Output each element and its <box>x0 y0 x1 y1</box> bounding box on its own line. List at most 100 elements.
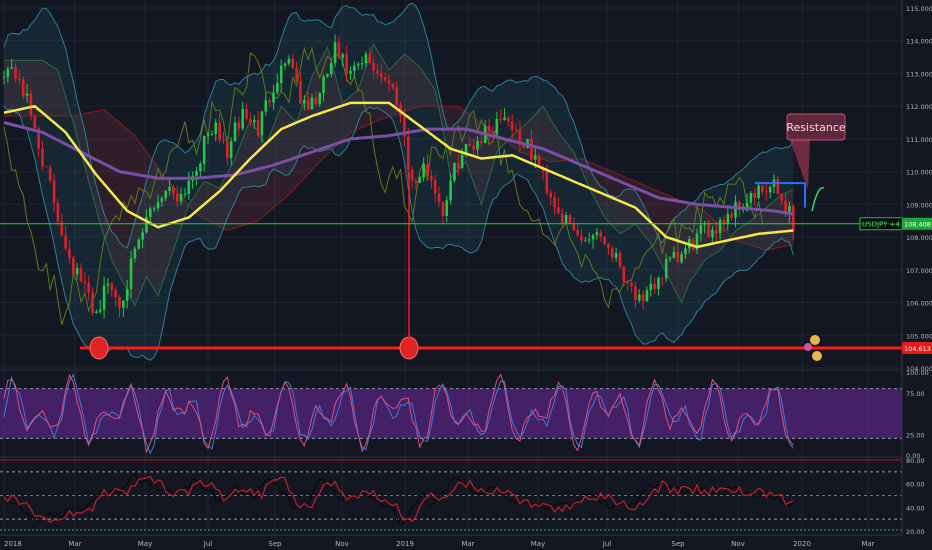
candle-body <box>87 282 90 293</box>
candle-body <box>368 53 372 64</box>
candle-body <box>568 215 572 224</box>
time-tick-label: Sep <box>671 540 685 548</box>
candle-body <box>229 141 233 159</box>
last-price-label: 108.408 <box>904 221 931 229</box>
candle-body <box>549 192 552 198</box>
time-tick-label: Sep <box>268 540 282 548</box>
candle-body <box>222 140 225 142</box>
time-tick-label: May <box>138 540 152 548</box>
candle-body <box>680 254 683 263</box>
ichimoku-cloud <box>4 42 794 308</box>
candle-body <box>33 115 37 129</box>
candle-body <box>295 67 298 82</box>
candle-body <box>611 248 614 258</box>
candle-body <box>133 248 137 259</box>
candle-body <box>52 180 56 204</box>
candle-body <box>514 129 518 131</box>
last-price-tag <box>902 217 932 230</box>
candle-body <box>152 208 156 210</box>
candle-body <box>530 139 533 160</box>
candle-body <box>460 154 464 169</box>
candle-body <box>464 144 468 155</box>
candle-body <box>291 58 295 68</box>
candle-body <box>110 283 114 291</box>
oscillator-tick-label: 0.00 <box>906 452 920 460</box>
alert-bubble-icon <box>804 343 812 351</box>
candle-body <box>306 99 310 110</box>
candle-body <box>749 192 753 203</box>
candle-body <box>329 63 333 75</box>
candle-body <box>406 136 410 170</box>
candle-body <box>457 163 460 169</box>
price-tick-label: 106.000 <box>906 300 932 308</box>
candle-body <box>576 230 579 236</box>
candle-body <box>684 248 687 255</box>
candle-body <box>237 122 241 129</box>
candle-body <box>283 63 287 66</box>
candle-body <box>318 93 321 105</box>
candle-body <box>322 76 325 94</box>
candle-body <box>37 128 40 149</box>
candle-body <box>218 122 221 141</box>
candle-body <box>676 252 680 263</box>
candle-body <box>137 239 141 249</box>
candle-body <box>333 42 337 64</box>
oscillator-panel <box>0 373 902 455</box>
candle-body <box>784 200 787 214</box>
candle-body <box>495 118 499 134</box>
oscillator-tick-label: 100.00 <box>906 369 929 377</box>
candle-body <box>614 253 618 258</box>
candle-body <box>226 141 229 159</box>
candle-body <box>202 135 206 164</box>
cloud-span-b <box>4 105 794 251</box>
rsi-line <box>3 472 794 527</box>
candle-body <box>449 180 452 201</box>
candle-body <box>276 83 279 93</box>
candle-body <box>545 170 549 193</box>
candle-body <box>372 63 375 71</box>
alert-bubble-icon <box>812 351 822 361</box>
candle-body <box>476 140 479 150</box>
candle-body <box>653 283 656 289</box>
candle-body <box>722 219 726 224</box>
candle-body <box>734 201 737 218</box>
candle-body <box>129 258 133 290</box>
candle-body <box>326 74 329 77</box>
candle-body <box>603 236 606 244</box>
candle-body <box>414 180 418 183</box>
candle-body <box>114 290 117 297</box>
rsi-tick-label: 20.00 <box>906 528 925 536</box>
price-tick-label: 115.000 <box>906 5 932 13</box>
candle-body <box>753 192 757 198</box>
alert-bubble-icon <box>810 335 820 345</box>
candle-body <box>206 134 210 136</box>
candle-body <box>260 111 264 136</box>
candle-body <box>199 163 202 172</box>
candle-body <box>699 224 703 234</box>
candle-body <box>376 70 379 74</box>
support-price-tag <box>902 341 932 354</box>
candle-body <box>560 213 564 224</box>
candle-body <box>6 68 10 77</box>
candle-body <box>630 282 633 287</box>
rsi-panel <box>0 459 902 531</box>
price-tick-label: 111.000 <box>906 136 932 144</box>
candle-body <box>780 193 783 201</box>
candle-body <box>714 229 718 234</box>
candle-body <box>472 145 475 150</box>
candle-body <box>599 232 603 237</box>
time-tick-label: May <box>531 540 545 548</box>
candle-body <box>607 243 610 249</box>
candle-body <box>345 54 348 74</box>
candle-body <box>287 58 291 64</box>
time-tick-label: 2020 <box>793 540 811 548</box>
time-axis-background <box>0 535 932 550</box>
candle-body <box>503 117 506 121</box>
candle-body <box>64 235 67 249</box>
candle-body <box>618 253 622 267</box>
candle-body <box>272 92 275 103</box>
rsi-tick-label: 40.00 <box>906 504 925 512</box>
